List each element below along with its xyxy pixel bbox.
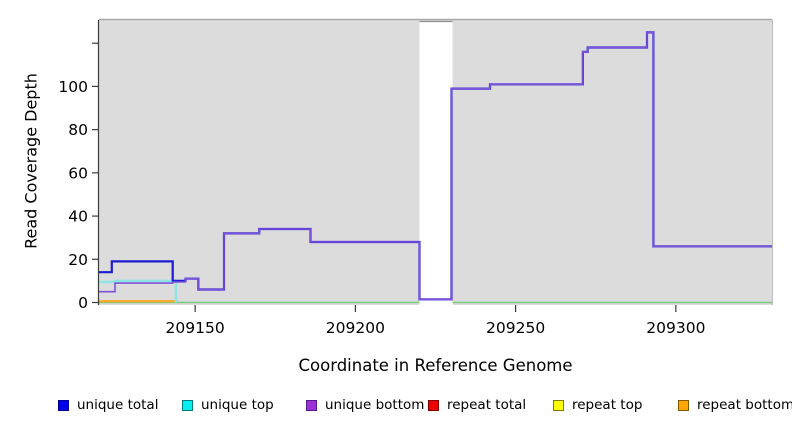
y-axis-title: Read Coverage Depth <box>21 73 41 249</box>
legend-item-label: unique total <box>77 397 159 413</box>
x-tick-label: 209150 <box>166 319 225 337</box>
legend-item-repeat-total: repeat total <box>428 397 527 413</box>
legend-swatch-icon <box>428 399 439 411</box>
x-tick-label: 209300 <box>646 319 705 337</box>
y-tick-label: 80 <box>68 121 88 139</box>
y-tick-label: 60 <box>68 164 88 182</box>
legend-swatch-icon <box>58 399 69 411</box>
legend-item-label: repeat total <box>447 397 527 413</box>
legend-item-label: repeat bottom <box>697 397 792 413</box>
legend-item-repeat-bottom: repeat bottom <box>678 397 792 413</box>
series-unique-top-line <box>99 279 178 303</box>
legend-item-unique-bottom: unique bottom <box>306 397 425 413</box>
legend-swatch-icon <box>553 399 564 411</box>
legend-item-label: unique bottom <box>325 397 425 413</box>
legend-swatch-icon <box>678 399 689 411</box>
plot-svg: 0 20 40 60 80 100 209150 209200 209250 209300 <box>58 18 773 337</box>
legend-item-unique-top: unique top <box>182 397 274 413</box>
x-tick-label: 209250 <box>486 319 545 337</box>
legend-item-unique-total: unique total <box>58 397 159 413</box>
legend-item-label: repeat top <box>572 397 643 413</box>
y-tick-label: 100 <box>58 78 88 96</box>
coverage-gap-region <box>419 21 453 305</box>
x-tick-label: 209200 <box>326 319 385 337</box>
y-tick-label: 40 <box>68 208 88 226</box>
legend-swatch-icon <box>306 399 317 411</box>
legend-item-repeat-top: repeat top <box>553 397 643 413</box>
legend-swatch-icon <box>182 399 193 411</box>
y-tick-label: 0 <box>78 294 88 312</box>
y-tick-label: 20 <box>68 251 88 269</box>
legend-item-label: unique top <box>201 397 274 413</box>
series-unique-bottom-line <box>99 31 772 301</box>
x-axis-title: Coordinate in Reference Genome <box>298 356 573 375</box>
